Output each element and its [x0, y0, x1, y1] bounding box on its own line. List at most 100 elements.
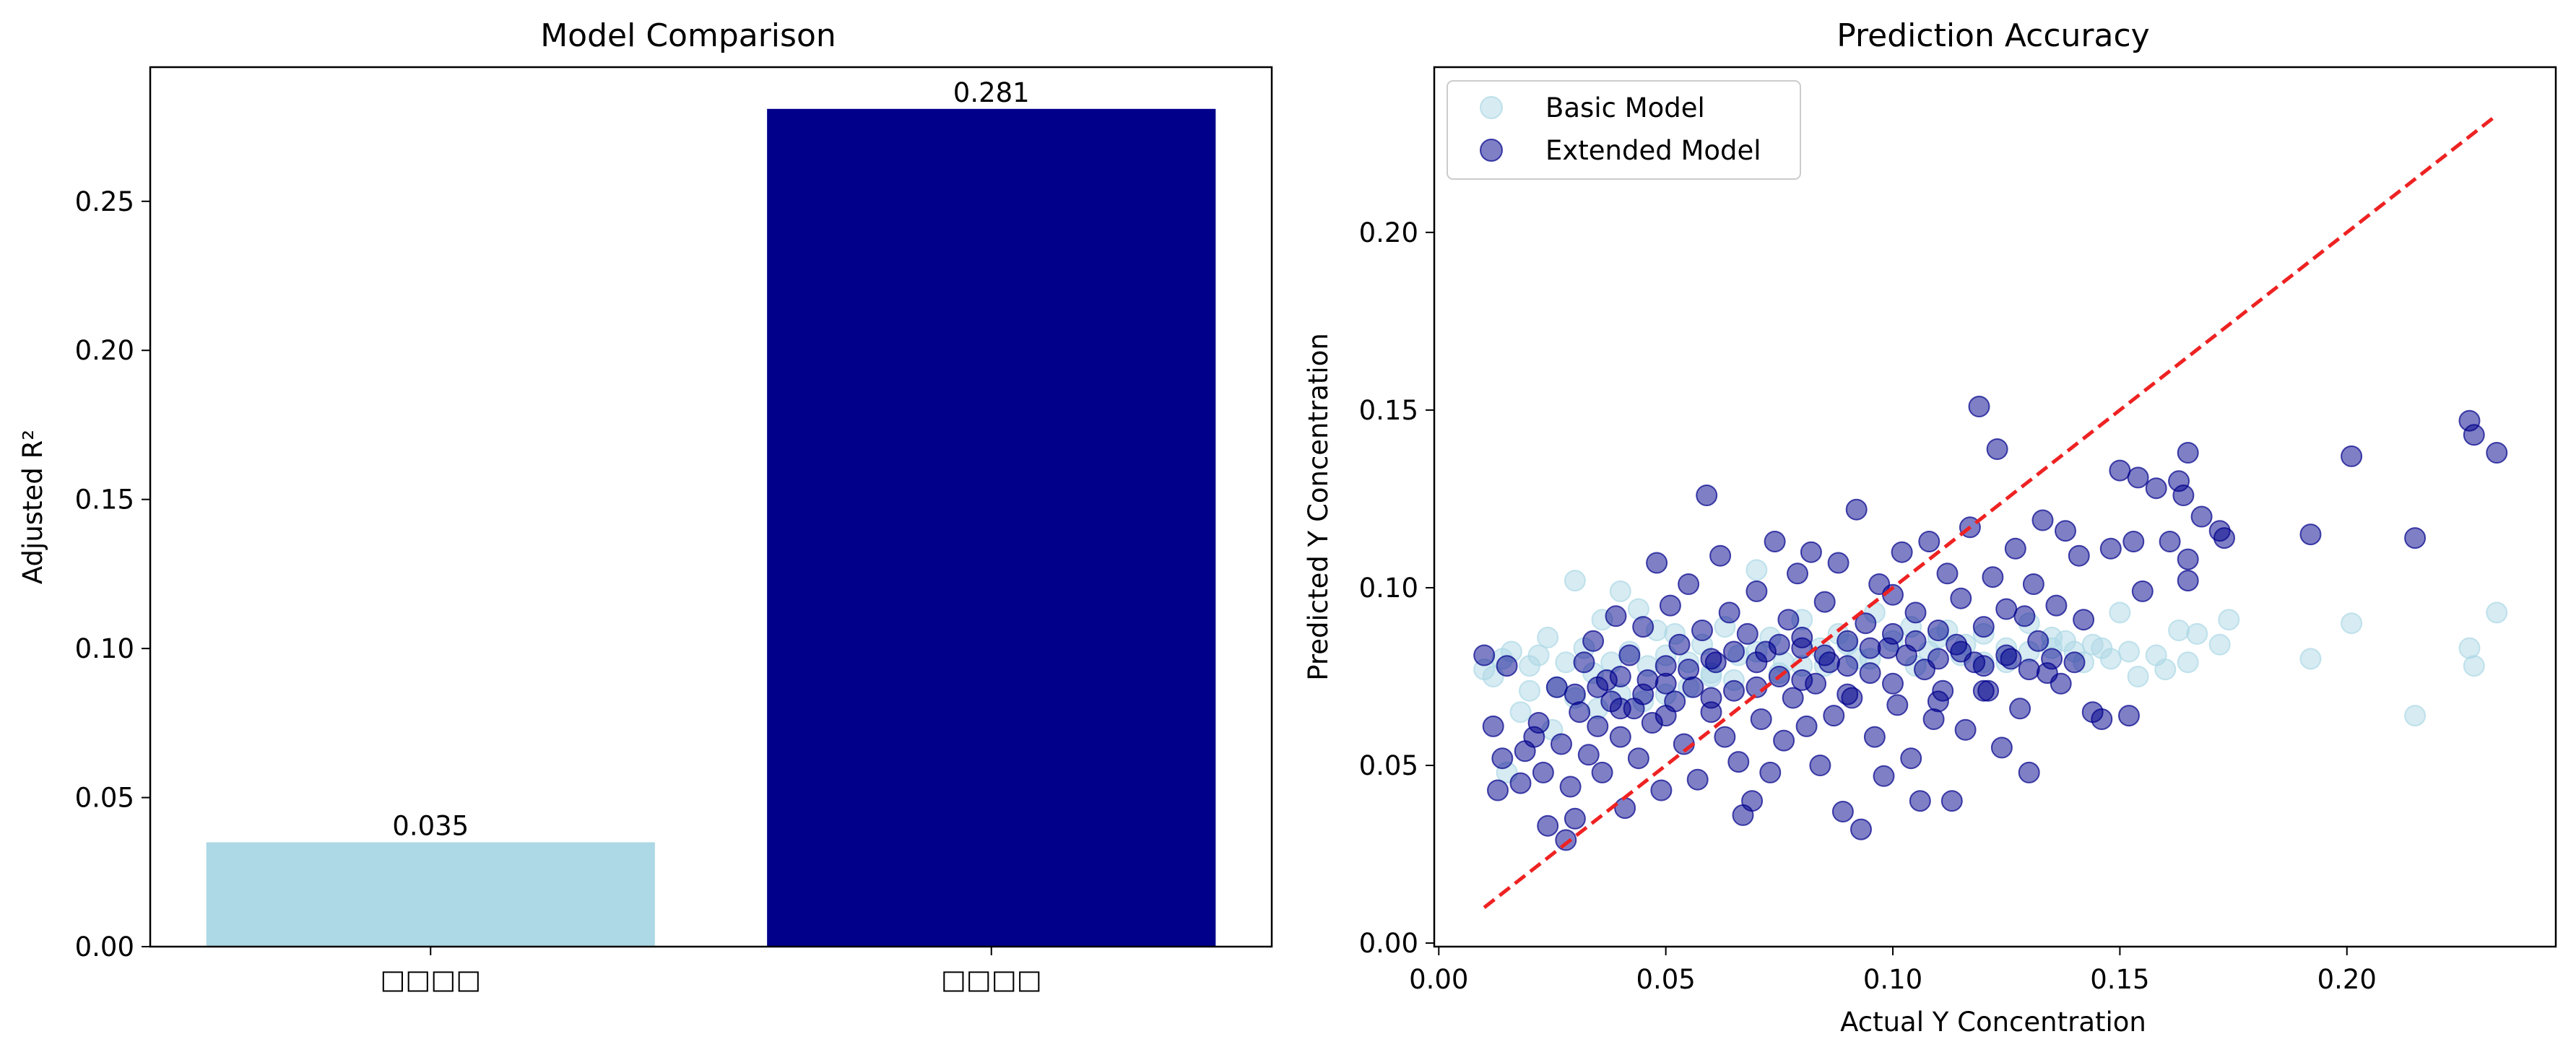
scatter-point-s1-62	[1777, 609, 1800, 631]
scatter-point-s1-128	[2099, 537, 2122, 560]
scatter-point-s0-75	[1519, 679, 1540, 702]
scatter-point-s1-122	[2055, 520, 2076, 542]
scatter-point-s1-54	[1741, 790, 1764, 812]
scatter-point-s1-101	[1954, 718, 1977, 741]
scatter-point-s1-47	[1709, 544, 1732, 567]
scatter-point-s1-137	[2172, 485, 2195, 506]
scatter-point-s0-61	[2463, 655, 2485, 677]
scatter-point-s1-24	[1605, 605, 1627, 627]
scatter-point-s1-0	[1473, 644, 1496, 666]
scatter-point-s1-174	[1700, 687, 1722, 709]
scatter-point-s1-91	[1909, 790, 1931, 812]
legend-label-extended-model: Extended Model	[1545, 135, 1761, 166]
scatter-point-s1-145	[2341, 445, 2363, 467]
scatter-point-s1-173	[1655, 705, 1677, 727]
series-1-points	[1473, 396, 2508, 851]
scatter-x-tick-label-2: 0.10	[1863, 964, 1922, 995]
scatter-point-s0-60	[2458, 637, 2481, 659]
scatter-chart-panel: Prediction Accuracy 0.00 0.05 0.10 0.15 0.20…	[1303, 17, 2557, 1038]
bar-y-tick-label-5: 0.25	[75, 186, 134, 217]
bar-0	[206, 842, 655, 947]
scatter-chart-x-axis-label: Actual Y Concentration	[1840, 1007, 2146, 1038]
scatter-point-s0-56	[2218, 609, 2240, 631]
scatter-point-s1-172	[1609, 698, 1631, 720]
scatter-point-s1-177	[1836, 683, 1859, 705]
bar-chart-panel: Model Comparison 0.035 0.281 0.00 0.05 0.10…	[17, 17, 1273, 995]
scatter-point-s1-133	[2131, 580, 2154, 602]
scatter-point-s1-41	[1682, 676, 1704, 698]
scatter-point-s1-44	[1696, 485, 1718, 506]
legend-marker-extended-model	[1480, 139, 1503, 162]
scatter-x-tick-label-0: 0.00	[1409, 964, 1468, 995]
scatter-point-s1-40	[1678, 573, 1700, 595]
scatter-point-s1-164	[1882, 622, 1904, 645]
scatter-point-s1-58	[1759, 761, 1782, 783]
scatter-point-s1-108	[1986, 438, 2008, 460]
scatter-point-s1-150	[1564, 683, 1586, 705]
legend-marker-basic-model	[1480, 96, 1503, 119]
scatter-point-s1-70	[1813, 591, 1836, 613]
scatter-point-s1-11	[1545, 676, 1568, 698]
scatter-y-tick-label-2: 0.10	[1359, 573, 1418, 604]
scatter-point-s1-146	[2404, 527, 2427, 549]
scatter-point-s1-43	[1691, 620, 1713, 641]
scatter-point-s1-10	[1537, 814, 1559, 837]
bar-chart-marks: 0.035 0.281	[206, 77, 1216, 947]
scatter-chart-y-axis-label: Predicted Y Concentration	[1303, 333, 1334, 681]
scatter-point-s1-94	[1922, 708, 1945, 730]
scatter-point-s1-168	[1972, 655, 1995, 677]
scatter-point-s0-58	[2341, 612, 2363, 635]
scatter-point-s1-72	[1823, 705, 1845, 727]
scatter-point-s1-69	[1809, 755, 1831, 776]
scatter-point-s1-120	[2045, 594, 2068, 617]
scatter-point-s1-2	[1487, 779, 1509, 801]
scatter-point-s1-25	[1609, 726, 1631, 748]
bar-1	[767, 108, 1216, 947]
bar-value-label-1: 0.281	[953, 77, 1030, 108]
scatter-point-s1-171	[2041, 648, 2063, 670]
scatter-y-tick-label-1: 0.05	[1359, 750, 1418, 781]
scatter-chart-points	[1473, 396, 2508, 851]
scatter-point-s1-138	[2177, 442, 2199, 464]
scatter-point-s1-114	[2013, 605, 2036, 627]
scatter-chart-frame	[1433, 66, 2557, 948]
scatter-point-s1-61	[1773, 729, 1795, 752]
scatter-point-s1-74	[1831, 801, 1854, 822]
scatter-point-s0-89	[2091, 637, 2113, 659]
scatter-point-s1-75	[1836, 630, 1859, 652]
bar-y-tick-label-2: 0.10	[75, 633, 134, 664]
scatter-point-s1-30	[1632, 616, 1655, 638]
bar-y-tick-label-4: 0.20	[75, 335, 134, 366]
scatter-point-s1-112	[2004, 537, 2026, 560]
scatter-point-s1-3	[1491, 747, 1514, 770]
scatter-point-s1-154	[1655, 672, 1677, 695]
scatter-point-s1-155	[1678, 659, 1700, 681]
legend-box	[1447, 80, 1801, 180]
scatter-point-s1-15	[1564, 807, 1586, 830]
scatter-point-s1-8	[1527, 712, 1550, 734]
scatter-point-s1-104	[1968, 396, 1990, 417]
scatter-point-s1-95	[1927, 620, 1949, 641]
scatter-point-s1-144	[2299, 524, 2322, 546]
scatter-point-s1-143	[2213, 527, 2235, 549]
scatter-point-s1-124	[2068, 544, 2090, 567]
scatter-point-s1-162	[1836, 655, 1859, 677]
scatter-point-s1-135	[2159, 531, 2181, 552]
scatter-point-s1-67	[1800, 541, 1822, 563]
scatter-point-s1-134	[2145, 477, 2167, 500]
scatter-point-s1-34	[1650, 779, 1673, 801]
scatter-point-s1-179	[1927, 690, 1949, 713]
scatter-point-s1-125	[2073, 609, 2095, 631]
scatter-point-s1-50	[1723, 679, 1745, 702]
scatter-point-s1-33	[1646, 552, 1668, 574]
scatter-point-s1-29	[1627, 747, 1649, 770]
scatter-point-s1-170	[2018, 659, 2040, 681]
scatter-point-s1-83	[1873, 765, 1895, 787]
bar-chart-x-ticks: □□□□ □□□□	[380, 947, 1042, 995]
bar-y-tick-label-1: 0.05	[75, 783, 134, 814]
scatter-point-s1-156	[1700, 648, 1722, 670]
scatter-point-s1-167	[1950, 640, 1972, 663]
scatter-point-s0-62	[2486, 601, 2508, 624]
scatter-point-s1-107	[1982, 566, 2004, 588]
scatter-point-s0-7	[1537, 626, 1559, 648]
